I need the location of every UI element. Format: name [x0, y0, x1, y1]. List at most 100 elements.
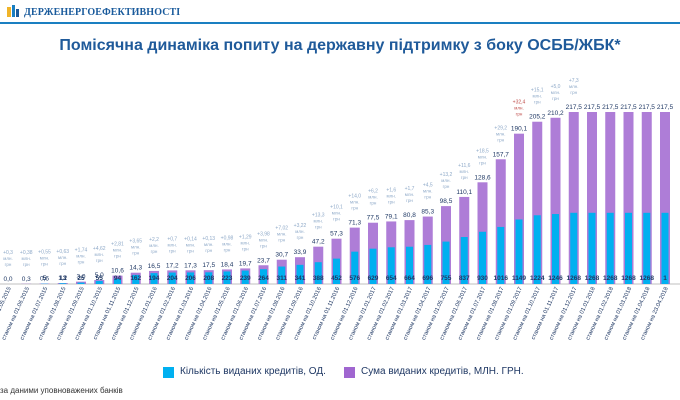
- header-bar: ДЕРЖЕНЕРГОЕФЕКТИВНОСТІ: [0, 0, 680, 24]
- svg-text:+0,63: +0,63: [56, 249, 69, 255]
- count-data-label: 664: [404, 275, 415, 282]
- legend-swatch-count: [163, 367, 174, 378]
- sum-data-label: 210,2: [547, 110, 564, 117]
- sum-data-label: 10,6: [111, 268, 124, 275]
- svg-text:млн.: млн.: [3, 256, 12, 261]
- sum-bar: [550, 117, 561, 284]
- svg-text:млн.: млн.: [368, 195, 377, 200]
- count-data-label: 13: [59, 275, 67, 282]
- count-bar: [643, 212, 651, 284]
- header-divider: [0, 22, 680, 24]
- svg-text:грн: грн: [169, 248, 176, 253]
- sum-data-label: 3,0: [76, 274, 85, 281]
- sum-data-label: 0,3: [22, 276, 31, 283]
- svg-text:млн.: млн.: [204, 242, 213, 247]
- svg-text:+4,62: +4,62: [93, 246, 106, 252]
- svg-text:млн.: млн.: [460, 169, 469, 174]
- sum-data-label: 57,3: [330, 231, 343, 238]
- sum-data-label: 77,5: [367, 215, 380, 222]
- legend-label-sum: Сума виданих кредитів, МЛН. ГРН.: [361, 366, 524, 377]
- count-data-label: 1246: [548, 275, 563, 282]
- svg-text:+1,7: +1,7: [405, 186, 415, 192]
- count-data-label: 452: [331, 275, 342, 282]
- count-bar: [442, 241, 450, 284]
- svg-text:грн: грн: [552, 96, 559, 101]
- count-bar: [333, 258, 340, 284]
- svg-text:+29,2: +29,2: [494, 125, 507, 131]
- svg-text:млн.: млн.: [222, 241, 231, 246]
- svg-text:+13,2: +13,2: [440, 172, 453, 178]
- count-bar: [77, 282, 85, 284]
- sum-data-label: 47,2: [312, 239, 325, 246]
- svg-text:грн: грн: [570, 90, 577, 95]
- sum-labels: 0,0 0,3 0,6 1,2 3,0 5,010,6 14,3 16,5 17,2 17,3 17…: [3, 104, 673, 283]
- svg-text:млн.: млн.: [295, 229, 304, 234]
- svg-text:+3,22: +3,22: [294, 223, 307, 229]
- source-footnote: за даними уповноважених банків: [0, 386, 123, 395]
- svg-text:+1,6: +1,6: [386, 187, 396, 193]
- sum-data-label: 217,5: [639, 104, 656, 111]
- svg-text:млн.: млн.: [423, 189, 432, 194]
- count-data-label: 206: [185, 275, 196, 282]
- svg-text:млн.: млн.: [186, 242, 195, 247]
- svg-text:грн: грн: [5, 262, 12, 267]
- svg-text:грн: грн: [242, 246, 249, 251]
- svg-text:+2,81: +2,81: [111, 242, 124, 248]
- sum-data-label: 79,1: [385, 213, 398, 220]
- count-bar: [205, 272, 213, 284]
- count-data-label: 388: [313, 275, 324, 282]
- svg-text:+6,2: +6,2: [368, 189, 378, 195]
- count-bar: [223, 271, 231, 284]
- svg-text:грн: грн: [333, 217, 340, 222]
- svg-text:+1,29: +1,29: [239, 234, 252, 240]
- count-data-label: 696: [422, 275, 433, 282]
- count-data-label: 654: [386, 275, 397, 282]
- svg-text:млн.: млн.: [40, 256, 49, 261]
- svg-text:млн.: млн.: [569, 84, 578, 89]
- sum-data-label: 80,8: [403, 212, 416, 219]
- count-data-label: 239: [240, 275, 251, 282]
- svg-text:+7,02: +7,02: [275, 226, 288, 232]
- count-data-label: 194: [149, 275, 160, 282]
- svg-text:млн.: млн.: [277, 232, 286, 237]
- count-data-label: 930: [477, 275, 488, 282]
- count-bar: [369, 248, 377, 284]
- count-data-label: 264: [258, 275, 269, 282]
- svg-text:грн: грн: [297, 235, 304, 240]
- count-bar: [241, 270, 249, 284]
- sum-bar: [605, 112, 616, 284]
- count-data-label: 1: [663, 275, 667, 282]
- svg-text:грн: грн: [132, 251, 139, 256]
- count-bar: [460, 236, 468, 284]
- svg-text:грн: грн: [388, 199, 395, 204]
- svg-text:грн: грн: [424, 195, 431, 200]
- svg-text:грн: грн: [370, 201, 377, 206]
- svg-text:млн.: млн.: [332, 211, 341, 216]
- svg-text:+15,1: +15,1: [531, 88, 544, 94]
- count-data-label: 223: [222, 275, 233, 282]
- count-data-label: 1268: [603, 275, 618, 282]
- svg-text:+10,1: +10,1: [330, 205, 343, 211]
- count-bar: [479, 231, 486, 284]
- svg-text:млн.: млн.: [149, 243, 158, 248]
- svg-text:млн.: млн.: [131, 245, 140, 250]
- sum-data-label: 19,7: [239, 260, 252, 267]
- sum-bar: [514, 133, 524, 284]
- sum-data-label: 217,5: [657, 104, 674, 111]
- legend-swatch-sum: [344, 367, 355, 378]
- count-bar: [406, 246, 413, 284]
